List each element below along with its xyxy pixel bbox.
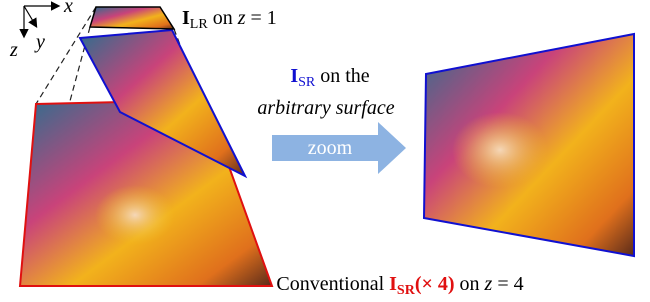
symbol: I — [389, 273, 397, 295]
subscript: SR — [298, 75, 316, 90]
text: on — [460, 273, 480, 295]
equation: = 4 — [497, 273, 523, 295]
variable: z — [484, 273, 493, 295]
page: x y z zoom ILRonz= 1 ISRon the arbitrary… — [0, 0, 650, 302]
axes: x y z — [9, 0, 73, 61]
axis-x: x — [63, 0, 73, 17]
subscript: SR — [397, 283, 416, 298]
text: on — [213, 7, 233, 29]
zoom-label: zoom — [308, 137, 353, 159]
lr-image — [90, 7, 174, 29]
symbol: I — [290, 65, 298, 87]
factor: (× 4) — [415, 273, 455, 295]
symbol: I — [182, 7, 190, 29]
equation: = 1 — [250, 7, 276, 29]
text: on the — [320, 65, 370, 87]
variable: z — [237, 7, 246, 29]
sr-label-line2: arbitrary surface — [257, 97, 394, 119]
image-detail — [95, 185, 175, 245]
text: Conventional — [276, 273, 384, 295]
image-detail — [452, 112, 548, 188]
axis-y: y — [34, 31, 45, 53]
sr-label: ISR on the — [290, 65, 369, 90]
figure: x y z zoom ILRonz= 1 ISRon the arbitrary… — [0, 0, 650, 302]
subscript: LR — [190, 17, 209, 32]
axis-z: z — [9, 39, 18, 61]
